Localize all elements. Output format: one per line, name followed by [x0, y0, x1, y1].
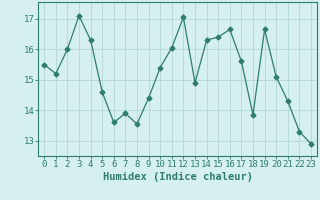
- X-axis label: Humidex (Indice chaleur): Humidex (Indice chaleur): [103, 172, 252, 182]
